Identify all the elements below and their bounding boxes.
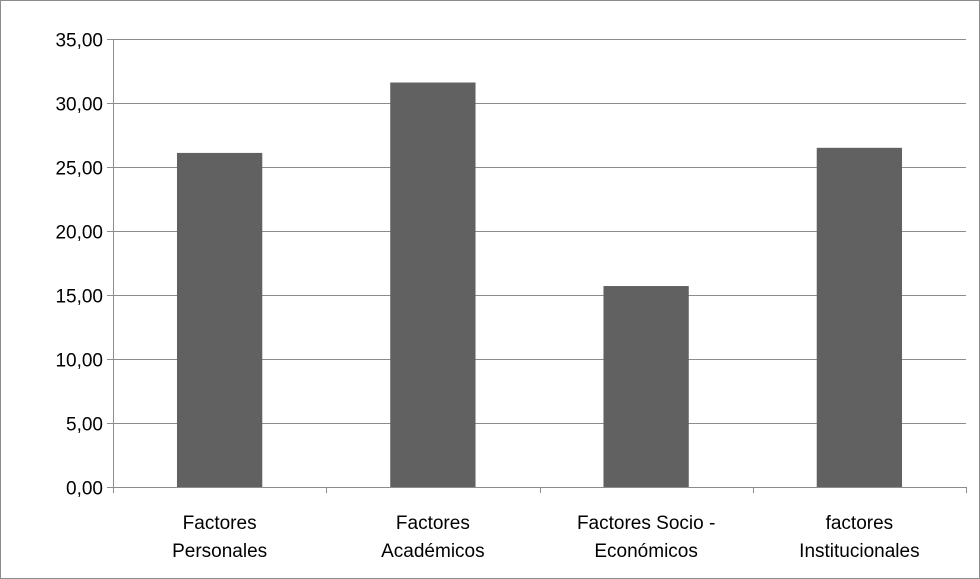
bar: [603, 286, 689, 487]
y-tick-label: 20,00: [55, 223, 103, 244]
x-category-label: Económicos: [594, 541, 698, 562]
x-category-label: Académicos: [381, 541, 485, 562]
x-category-label: Factores Socio -: [577, 513, 715, 534]
bar: [176, 152, 263, 488]
y-tick-label: 30,00: [55, 95, 103, 116]
x-category-label: Institucionales: [799, 541, 919, 562]
x-category-label: factores: [826, 513, 894, 534]
x-category-label: Factores: [183, 513, 257, 534]
bar: [390, 82, 476, 488]
x-category-label: Factores: [396, 513, 470, 534]
y-tick-label: 5,00: [66, 415, 103, 436]
y-tick-label: 10,00: [55, 351, 103, 372]
y-tick-label: 15,00: [55, 287, 103, 308]
y-tick-label: 0,00: [66, 479, 103, 500]
x-category-label: Personales: [172, 541, 267, 562]
y-tick-label: 25,00: [55, 159, 103, 180]
bar: [816, 147, 903, 488]
y-tick-label: 35,00: [55, 31, 103, 52]
